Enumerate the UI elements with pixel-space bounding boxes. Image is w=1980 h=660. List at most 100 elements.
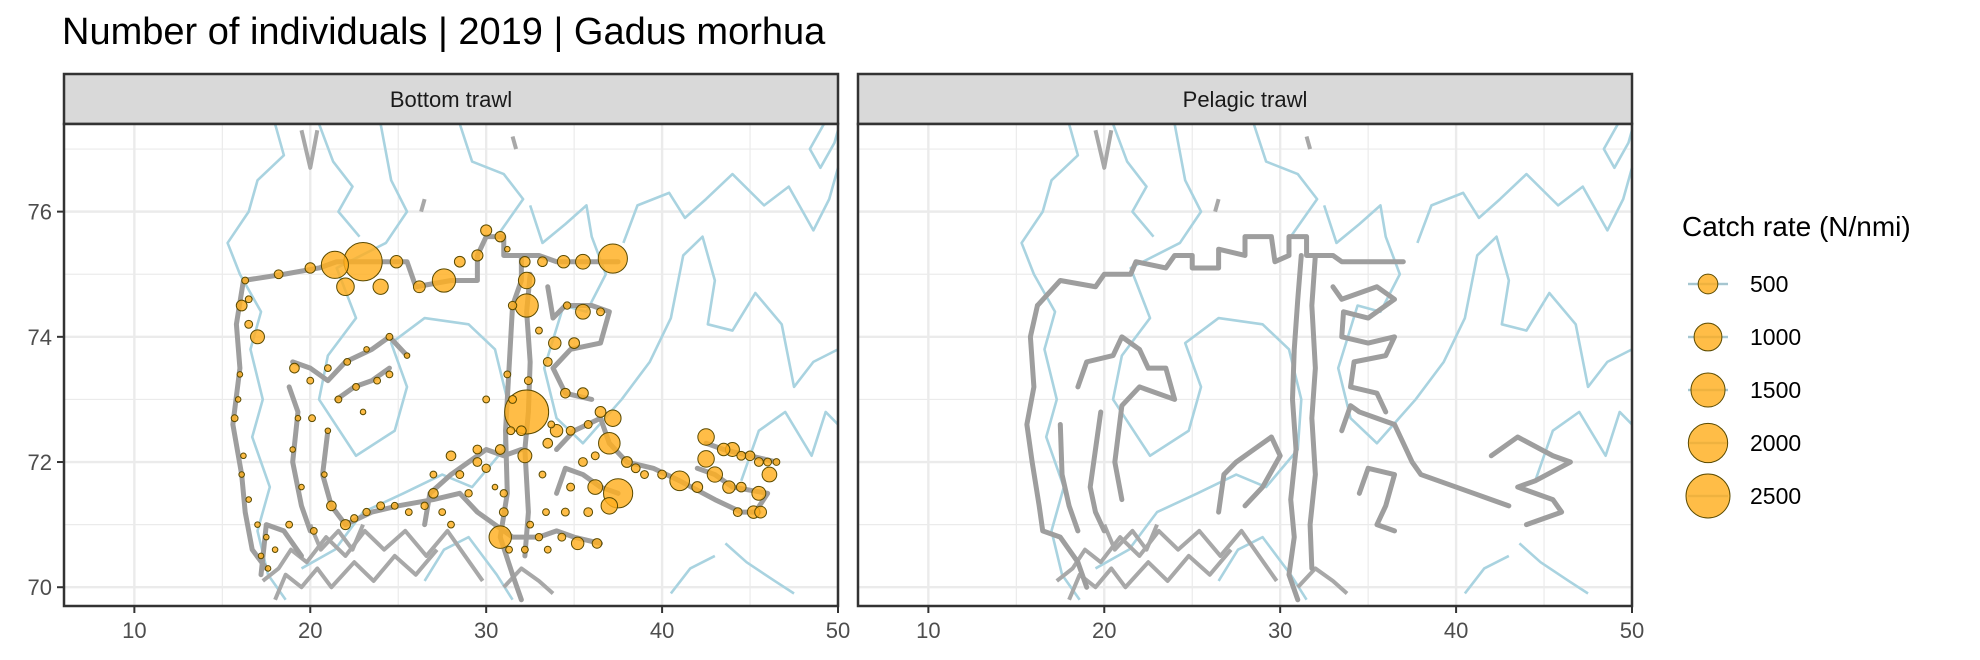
x-tick-label: 50 (826, 618, 850, 643)
catch-point (372, 278, 389, 295)
catch-point (494, 444, 506, 455)
catch-point (306, 376, 315, 385)
strip-label-pelagic-trawl: Pelagic trawl (1183, 87, 1308, 112)
coastline-segment (808, 123, 840, 170)
legend-key-circle (1697, 273, 1719, 295)
catch-point (343, 357, 352, 366)
catch-point (263, 533, 270, 541)
catch-point (385, 370, 394, 379)
catch-point (389, 254, 404, 269)
catch-point (404, 508, 413, 517)
catch-point (304, 262, 316, 274)
grid-lines (858, 124, 1634, 606)
catch-point (447, 520, 455, 529)
catch-point (324, 427, 332, 435)
catch-points (230, 224, 781, 572)
catch-point (321, 471, 328, 478)
trawl-track (1339, 403, 1512, 509)
catch-point (594, 406, 607, 418)
catch-point (336, 277, 355, 297)
catch-point (751, 485, 767, 501)
legend-label: 2000 (1750, 430, 1801, 456)
catch-point (428, 488, 439, 499)
catch-point (481, 463, 491, 473)
catch-point (505, 545, 513, 554)
catch-point (403, 352, 411, 359)
legend-label: 2500 (1750, 483, 1801, 509)
catch-point (583, 507, 594, 518)
panel-border (62, 122, 840, 608)
trawl-track (1356, 465, 1398, 534)
coastline-segment (1020, 123, 1081, 601)
catch-point (385, 332, 394, 341)
catch-point (488, 525, 512, 549)
coastline-segment (1322, 204, 1633, 445)
catch-point (326, 500, 337, 512)
legend: Catch rate (N/nmi) 500 1000 1500 2000 2500 (1682, 211, 1911, 519)
catch-point (308, 414, 316, 423)
catch-point (363, 346, 370, 353)
catch-point (590, 451, 600, 461)
catch-point (373, 376, 382, 385)
legend-key-circle (1685, 473, 1731, 519)
catch-point (568, 337, 581, 349)
catch-point (560, 387, 571, 399)
coastline-segment (740, 410, 839, 482)
catch-point (230, 414, 239, 423)
x-tick-label: 10 (122, 618, 146, 643)
y-tick-label: 70 (28, 575, 52, 600)
land-outline (419, 198, 427, 213)
catch-point (257, 552, 265, 560)
catch-point (657, 469, 667, 480)
legend-entries: 500 1000 1500 2000 2500 (1685, 271, 1801, 519)
coastline-segment (528, 204, 839, 445)
x-tick-label: 10 (916, 618, 940, 643)
coastline-segment (1463, 554, 1510, 595)
catch-point (753, 457, 764, 467)
catch-point (309, 526, 318, 535)
catch-point (526, 520, 535, 529)
x-axis-pelagic-trawl: 10 20 30 40 50 (916, 606, 1644, 643)
land-outline (308, 523, 365, 552)
catch-point (273, 269, 284, 280)
catch-point (244, 295, 253, 304)
catch-point (376, 501, 386, 511)
trawl-track (545, 284, 612, 402)
catch-point (350, 514, 359, 523)
land-outline (1093, 129, 1114, 170)
catch-point (472, 444, 483, 455)
catch-point (669, 470, 691, 492)
land-outline (1067, 548, 1233, 601)
x-tick-label: 30 (474, 618, 498, 643)
catch-point (587, 479, 604, 495)
catch-point (352, 383, 360, 391)
panel-strip (62, 72, 840, 126)
catch-point (264, 565, 272, 572)
catch-point (254, 521, 261, 528)
catch-point (542, 508, 550, 517)
legend-label: 500 (1750, 271, 1788, 297)
catch-point (431, 268, 457, 293)
catch-point (453, 255, 466, 268)
catch-point (359, 408, 367, 416)
catch-point (565, 425, 576, 436)
catch-point (560, 507, 570, 517)
legend-label: 1500 (1750, 377, 1801, 403)
catch-point (697, 450, 715, 468)
catch-point (697, 428, 715, 446)
coastline-segment (1602, 123, 1634, 170)
catch-point (537, 256, 548, 268)
catch-point (445, 450, 457, 462)
land-outline (261, 528, 485, 583)
trawl-track (1034, 234, 1406, 309)
catch-point (412, 280, 426, 294)
coastline-segment (1518, 542, 1589, 595)
catch-point (556, 254, 571, 269)
land-outline (1213, 198, 1221, 213)
catch-point (390, 501, 399, 510)
catch-point (520, 545, 529, 554)
panel-border (856, 122, 1634, 608)
x-tick-label: 20 (298, 618, 322, 643)
catch-point (323, 364, 332, 373)
catch-point (482, 395, 491, 404)
